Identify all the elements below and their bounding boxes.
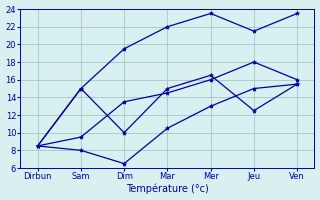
X-axis label: Température (°c): Température (°c): [126, 184, 209, 194]
